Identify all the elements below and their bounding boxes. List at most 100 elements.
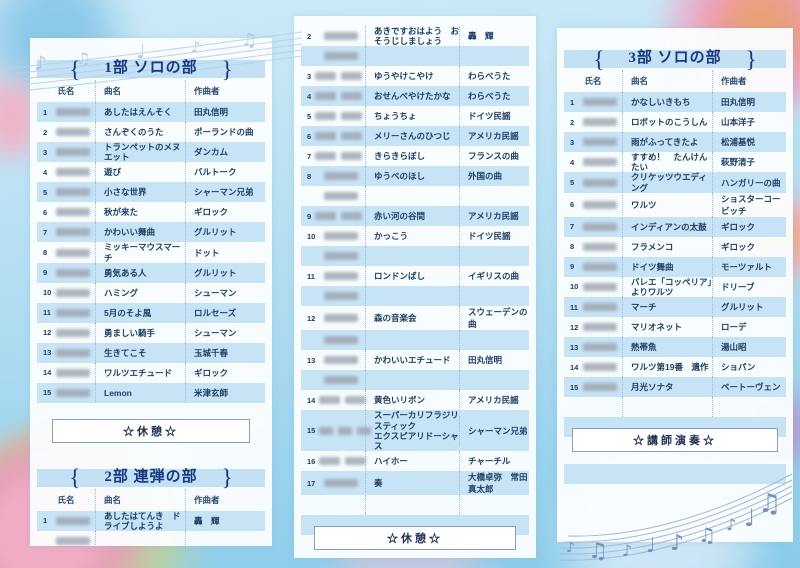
composer-name: 田丸信明 (459, 350, 529, 371)
performer-name-blurred (319, 396, 341, 405)
song-title: 小さな世界 (95, 182, 185, 203)
composer-name: ローデ (712, 317, 786, 338)
performer-name-blurred (315, 152, 337, 161)
table-row: 12 マリオネット ローデ (564, 317, 786, 338)
composer-name: 玉城千春 (185, 342, 265, 363)
song-title (95, 531, 185, 552)
table-row (301, 46, 529, 67)
performer-name-blurred (583, 282, 617, 291)
song-title: 雨がふってきたよ (622, 132, 712, 152)
composer-name: ドット (185, 242, 265, 263)
table-row (301, 370, 529, 391)
table-row: 7 インディアンの太鼓 ギロック (564, 216, 786, 237)
song-title (365, 370, 459, 391)
performer-name-blurred (341, 92, 363, 101)
table-row: 9 ドイツ舞曲 モーツァルト (564, 256, 786, 277)
performer-name-blurred (56, 148, 90, 157)
table-row: 4 すすめ！ たんけんたい 萩野清子 (564, 152, 786, 173)
entry-number: 15 (307, 426, 316, 436)
entry-number: 16 (307, 456, 316, 466)
performer-name-blurred (56, 516, 90, 525)
part1-table: 1 あしたはえんそく 田丸信明 2 さんぞくのうた ポーランドの曲 3 トランペットのメヌエッ… (37, 102, 265, 403)
entry-number: 5 (43, 187, 48, 197)
performer-name-blurred (345, 457, 367, 466)
entry-number: 8 (43, 248, 48, 258)
entry-number: 10 (570, 282, 579, 292)
table-row: 3 ゆうやけこやけ わらべうた (301, 66, 529, 87)
performer-name-blurred (341, 152, 363, 161)
performer-name-blurred (315, 72, 337, 81)
table-row: 7 きらきらぼし フランスの曲 (301, 146, 529, 167)
table-header: 氏名 曲名 作曲者 (564, 70, 786, 92)
song-title (365, 246, 459, 267)
performer-name-blurred (324, 272, 358, 281)
composer-name: シャーマン兄弟 (185, 182, 265, 203)
performer-name-blurred (338, 426, 353, 435)
composer-name: わらべうた (459, 86, 529, 107)
part2-table-start: 1 あしたはてんき ドライブしようよ轟 輝 (37, 510, 265, 552)
song-title: ドイツ舞曲 (622, 256, 712, 277)
performer-name-blurred (324, 252, 358, 261)
table-row: 5 小さな世界 シャーマン兄弟 (37, 182, 265, 203)
table-row: 4 遊び バルトーク (37, 162, 265, 183)
song-title: ゆうやけこやけ (365, 66, 459, 87)
performer-name-blurred (319, 457, 341, 466)
performer-name-blurred (583, 262, 617, 271)
song-title: あしたはえんそく (95, 102, 185, 122)
table-row: 2 あきですおはよう おそうじしましょう轟 輝 (301, 26, 529, 47)
brace-ornament-left: { (69, 56, 81, 82)
performer-name-blurred (56, 368, 90, 377)
break-box: ☆休憩☆ (51, 418, 251, 443)
song-title: ワルツ (622, 194, 712, 215)
song-title: 遊び (95, 162, 185, 183)
header-composer: 作曲者 (185, 488, 265, 511)
entry-number: 17 (307, 478, 316, 488)
composer-name (459, 46, 529, 67)
table-row: 11 5月のそよ風 ロルセーズ (37, 302, 265, 323)
performer-name-blurred (324, 192, 358, 201)
song-title: あしたはてんき ドライブしようよ (95, 510, 185, 532)
song-title: 5月のそよ風 (95, 302, 185, 323)
song-title: ハイホー (365, 451, 459, 472)
performer-name-blurred (56, 328, 90, 337)
song-title: 赤い河の谷間 (365, 206, 459, 227)
part2-title: 2部 連弾の部 (104, 468, 198, 485)
entry-number: 7 (570, 222, 575, 232)
table-row (301, 186, 529, 207)
song-title: スーパーカリフラジリスティック エクスピアリドーシャス (365, 410, 459, 452)
entry-number: 3 (570, 137, 575, 147)
entry-number: 14 (570, 362, 579, 372)
entry-number: 6 (307, 131, 312, 141)
composer-name: モーツァルト (712, 256, 786, 277)
composer-name: アメリカ民謡 (459, 126, 529, 147)
table-row: 9 勇気ある人 グルリット (37, 262, 265, 283)
performer-name-blurred (324, 336, 358, 345)
song-title: ゆうべのほし (365, 166, 459, 187)
composer-name: グルリット (185, 222, 265, 243)
svg-text:♫: ♫ (588, 539, 608, 564)
table-row: 2 さんぞくのうた ポーランドの曲 (37, 122, 265, 142)
composer-name: ギロック (185, 202, 265, 223)
entry-number: 5 (307, 111, 312, 121)
entry-number: 12 (307, 313, 316, 323)
table-header: 氏名 曲名 作曲者 (37, 80, 265, 102)
composer-name: 松浦基悦 (712, 132, 786, 152)
stripe-band (564, 464, 786, 485)
table-row (301, 330, 529, 351)
performer-name-blurred (583, 323, 617, 332)
entry-number: 2 (570, 117, 575, 127)
composer-name: 米津玄師 (185, 382, 265, 403)
composer-name: ダンカム (185, 142, 265, 163)
table-row (37, 531, 265, 552)
composer-name: 田丸信明 (712, 92, 786, 112)
empty-row (564, 397, 786, 418)
composer-name: イギリスの曲 (459, 266, 529, 287)
entry-number: 4 (570, 157, 575, 167)
title-band (37, 468, 265, 487)
entry-number: 6 (570, 200, 575, 210)
svg-text:♪: ♪ (622, 541, 632, 560)
entry-number: 13 (43, 348, 52, 358)
song-title: バレエ「コッペリア」よりワルツ (622, 276, 712, 298)
table-row: 12 勇ましい騎手 シューマン (37, 322, 265, 343)
entry-number: 7 (307, 151, 312, 161)
